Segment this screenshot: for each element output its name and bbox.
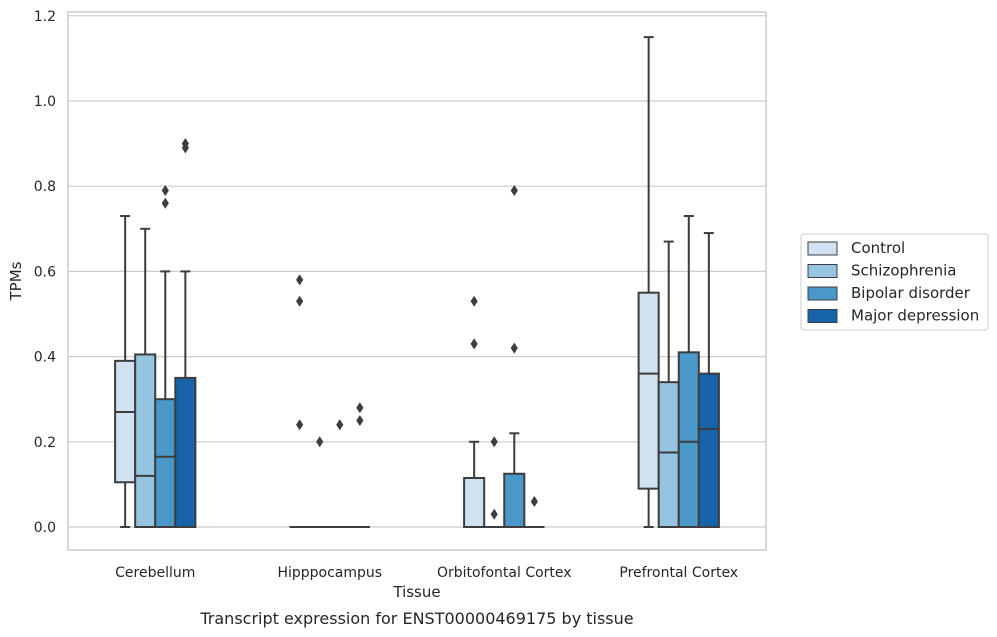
box-bipolar-disorder (154, 184, 177, 529)
plot-area-frame (67, 11, 767, 551)
outlier-point (530, 495, 538, 507)
x-tick-label: Hipppocampus (277, 565, 382, 581)
box-bipolar-disorder (677, 215, 700, 528)
outlier-point (161, 197, 169, 209)
y-tick-label: 0.0 (34, 520, 56, 536)
figure-caption: Transcript expression for ENST0000046917… (199, 609, 633, 628)
box-iqr (503, 472, 526, 528)
box-schizophrenia (657, 240, 680, 528)
y-tick-label: 0.4 (34, 350, 56, 366)
box-iqr (657, 381, 680, 528)
box-iqr (697, 372, 720, 529)
outlier-point (510, 184, 518, 196)
box-iqr (174, 376, 197, 528)
y-axis-ticks: 0.0 0.2 0.4 0.6 0.8 1.0 1.2 (34, 9, 56, 536)
outlier-point (336, 419, 344, 431)
box-schizophrenia (309, 436, 330, 528)
legend-swatch (807, 264, 838, 278)
outlier-point (296, 295, 304, 307)
outlier-point (296, 274, 304, 286)
outlier-point (470, 295, 478, 307)
legend-label: Major depression (851, 307, 979, 325)
legend-label: Bipolar disorder (851, 284, 971, 302)
outlier-point (510, 342, 518, 354)
box-iqr (114, 359, 137, 484)
legend-frame (800, 233, 989, 331)
x-tick-label: Cerebellum (115, 565, 195, 581)
legend-swatch (807, 286, 838, 301)
outlier-point (316, 436, 324, 448)
box-schizophrenia (484, 436, 505, 528)
box-iqr (637, 291, 660, 490)
box-major-depression (349, 402, 370, 528)
outlier-point (470, 338, 478, 350)
box-major-depression (524, 495, 545, 528)
box-control (114, 215, 137, 528)
legend-swatch (807, 309, 838, 323)
outlier-point (296, 419, 304, 431)
y-tick-label: 1.0 (34, 94, 56, 110)
outlier-point (356, 402, 364, 414)
outlier-point (490, 508, 498, 520)
outlier-point (490, 436, 498, 448)
y-axis-title: TPMs (7, 261, 25, 301)
box-series (114, 36, 720, 529)
legend-swatch (807, 241, 838, 256)
box-iqr (677, 351, 700, 528)
y-tick-label: 0.2 (34, 435, 56, 451)
legend-label: Schizophrenia (851, 262, 956, 280)
box-bipolar-disorder (329, 419, 350, 528)
box-major-depression (697, 232, 720, 529)
box-control (637, 36, 660, 528)
box-iqr (134, 353, 157, 528)
y-tick-label: 0.8 (34, 179, 56, 195)
legend-label: Control (851, 239, 905, 257)
outlier-point (356, 415, 364, 426)
box-control (289, 274, 310, 528)
box-control (463, 295, 486, 529)
x-axis-ticks: Cerebellum Hipppocampus Orbitofontal Corte… (115, 565, 738, 581)
y-tick-label: 0.6 (34, 264, 56, 280)
x-tick-label: Prefrontal Cortex (619, 565, 738, 581)
box-schizophrenia (134, 227, 157, 528)
outlier-point (161, 184, 169, 196)
x-tick-label: Orbitofontal Cortex (437, 565, 572, 581)
y-tick-label: 1.2 (34, 9, 56, 25)
box-bipolar-disorder (503, 184, 526, 528)
outlier-point (181, 142, 189, 154)
box-iqr (463, 477, 486, 529)
legend: Control Schizophrenia Bipolar disorder Majo… (800, 233, 989, 331)
box-iqr (154, 398, 177, 529)
box-major-depression (174, 138, 197, 528)
x-axis-title: Tissue (392, 583, 440, 601)
